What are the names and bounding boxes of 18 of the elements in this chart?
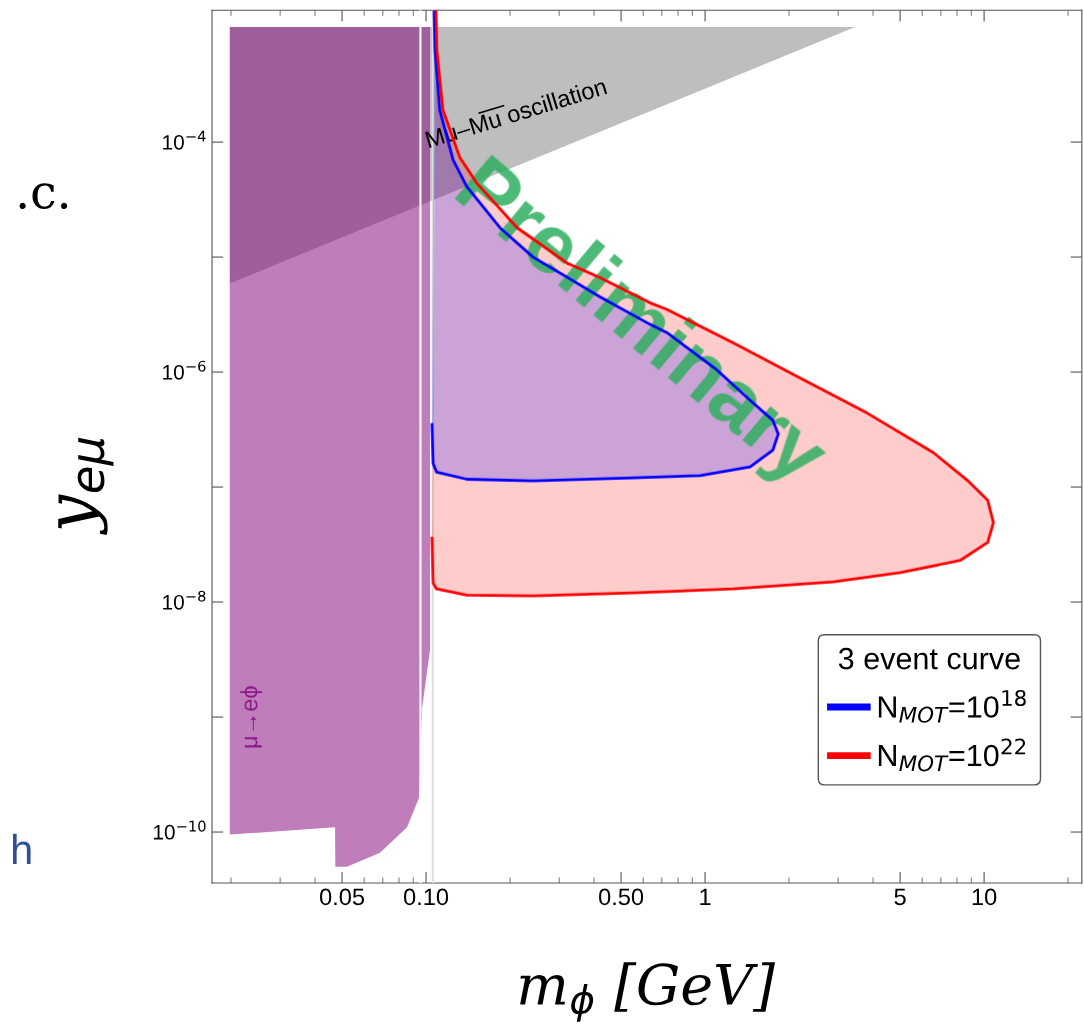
- x-tick-label: 0.05: [320, 888, 365, 906]
- x-tick-label: 0.50: [599, 888, 644, 906]
- x-tick-label: 0.10: [403, 888, 449, 906]
- x-tick-label: 10: [972, 888, 997, 906]
- y-tick-label: 10$^{−6}$: [163, 360, 206, 380]
- text: .c.: [19, 183, 68, 210]
- y-axis-title: y$_{eμ}$: [58, 437, 114, 535]
- y-tick-label: 10$^{−4}$: [163, 130, 206, 150]
- annotation: μ→eϕ: [240, 686, 263, 748]
- legend-title: 3 event curve: [838, 647, 1020, 670]
- x-tick-label: 1: [700, 888, 711, 906]
- y-tick-label: 10$^{−8}$: [163, 590, 206, 610]
- text: h: [12, 833, 31, 865]
- y-tick-label: 10$^{−10}$: [153, 820, 206, 840]
- x-axis-title: m$_{ϕ}$ [GeV]: [520, 962, 776, 1022]
- x-tick-label: 5: [894, 888, 906, 906]
- legend-label: N$_{MOT}$=10$^{18}$: [878, 689, 1026, 723]
- legend-label: N$_{MOT}$=10$^{22}$: [878, 738, 1026, 772]
